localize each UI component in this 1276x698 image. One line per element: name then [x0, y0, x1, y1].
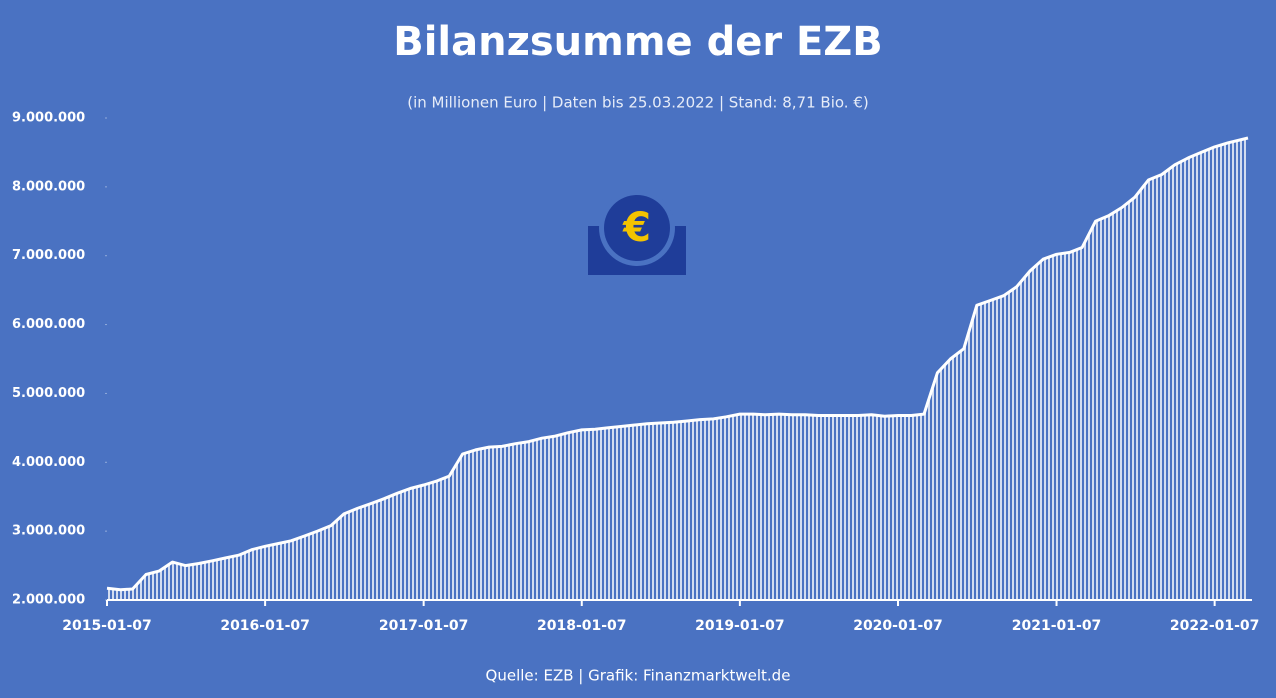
area-fill — [107, 138, 1248, 600]
x-tick-label: 2022-01-07 — [1170, 618, 1260, 634]
source-note: Quelle: EZB | Grafik: Finanzmarktwelt.de — [486, 667, 791, 685]
y-tick-label: 2.000.000 — [12, 593, 85, 608]
x-tick-label: 2017-01-07 — [379, 618, 469, 634]
y-tick-label: 6.000.000 — [12, 317, 85, 332]
chart-subtitle: (in Millionen Euro | Daten bis 25.03.202… — [407, 94, 868, 112]
x-tick-label: 2015-01-07 — [62, 618, 152, 634]
y-tick-label: 5.000.000 — [12, 386, 85, 401]
x-tick-label: 2019-01-07 — [695, 618, 785, 634]
y-tick-label: 7.000.000 — [12, 248, 85, 263]
chart-title: Bilanzsumme der EZB — [393, 19, 883, 65]
x-tick-label: 2020-01-07 — [853, 618, 943, 634]
svg-text:€: € — [622, 205, 651, 251]
y-tick-label: 8.000.000 — [12, 179, 85, 194]
y-tick-label: 4.000.000 — [12, 455, 85, 470]
x-tick-label: 2021-01-07 — [1012, 618, 1102, 634]
y-tick-label: 3.000.000 — [12, 524, 85, 539]
y-tick-label: 9.000.000 — [12, 111, 85, 126]
x-tick-label: 2016-01-07 — [220, 618, 310, 634]
ecb-logo: € — [588, 190, 686, 275]
series-line — [106, 136, 1249, 592]
x-tick-label: 2018-01-07 — [537, 618, 627, 634]
